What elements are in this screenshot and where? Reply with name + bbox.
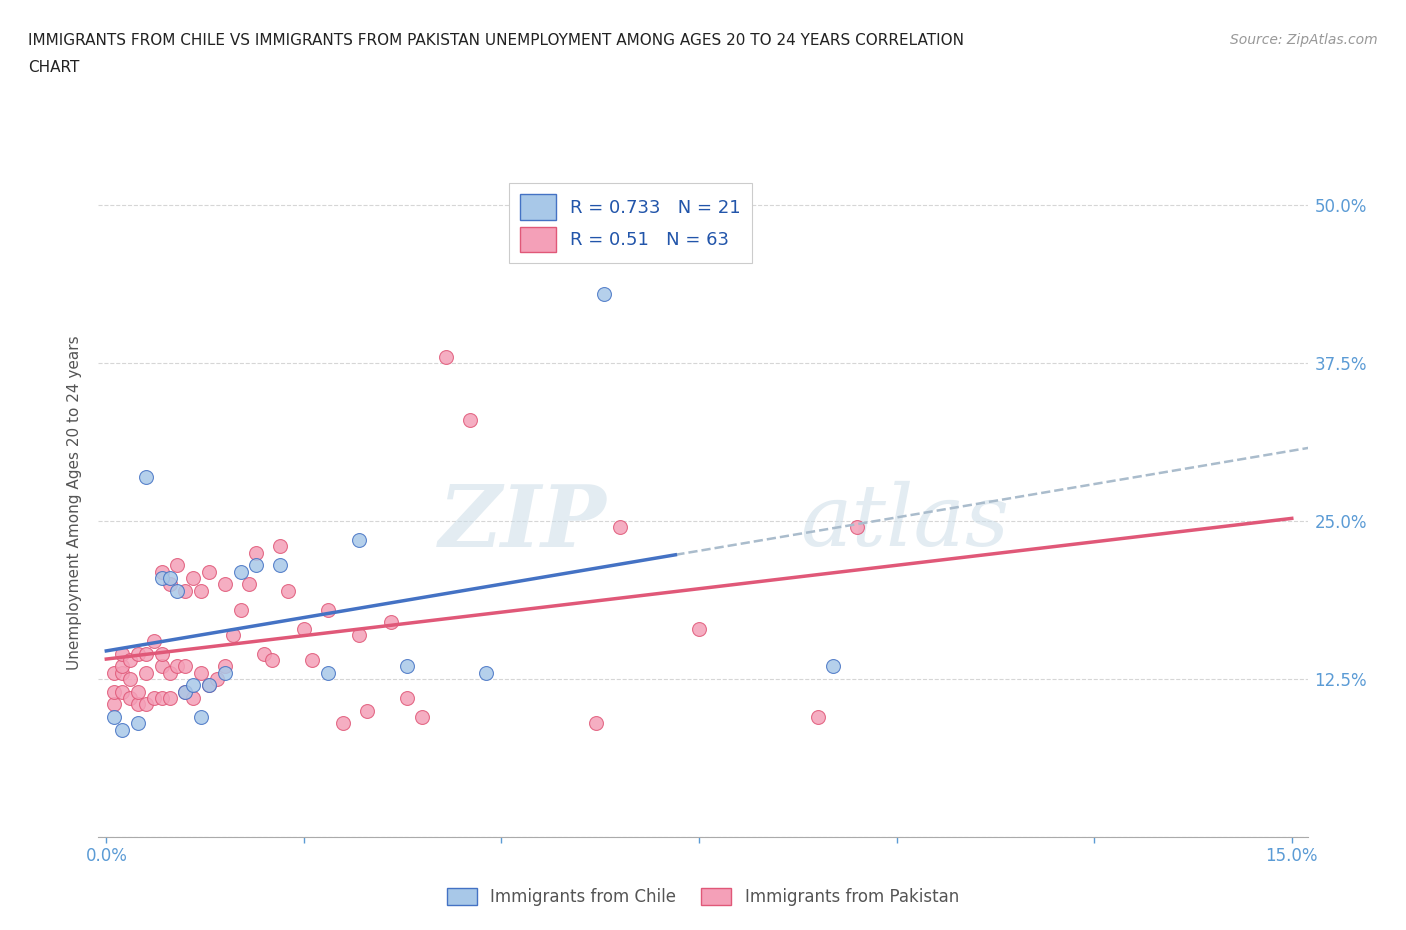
Point [316,665,339,680]
Point [198,678,221,693]
Point [159,577,181,591]
Point [277,583,299,598]
Point [111,646,134,661]
Point [198,565,221,579]
Point [229,565,252,579]
Point [434,350,457,365]
Point [474,665,496,680]
Point [245,545,267,560]
Point [356,703,378,718]
Legend: R = 0.733   N = 21, R = 0.51   N = 63: R = 0.733 N = 21, R = 0.51 N = 63 [509,183,752,263]
Point [269,558,291,573]
Point [181,678,204,693]
Point [807,710,830,724]
Point [458,413,481,428]
Point [159,665,181,680]
Point [214,665,236,680]
Point [174,583,197,598]
Point [846,520,869,535]
Point [222,628,245,643]
Point [593,286,616,301]
Point [181,571,204,586]
Point [111,684,134,699]
Text: CHART: CHART [28,60,80,75]
Point [150,691,173,706]
Point [174,684,197,699]
Point [609,520,631,535]
Text: Source: ZipAtlas.com: Source: ZipAtlas.com [1230,33,1378,46]
Point [118,653,141,668]
Point [150,659,173,674]
Point [411,710,433,724]
Point [238,577,260,591]
Point [159,691,181,706]
Point [380,615,402,630]
Point [127,697,149,711]
Point [166,558,188,573]
Point [150,565,173,579]
Point [166,583,188,598]
Point [159,571,181,586]
Point [269,539,291,554]
Point [103,697,125,711]
Point [127,646,149,661]
Point [111,659,134,674]
Point [229,602,252,617]
Point [395,691,418,706]
Point [135,665,157,680]
Point [190,583,212,598]
Point [174,684,197,699]
Point [135,470,157,485]
Point [316,602,339,617]
Point [111,665,134,680]
Text: ZIP: ZIP [439,481,606,564]
Point [292,621,315,636]
Point [181,691,204,706]
Point [190,710,212,724]
Point [166,659,188,674]
Point [198,678,221,693]
Point [214,577,236,591]
Point [214,659,236,674]
Point [103,684,125,699]
Point [142,691,165,706]
Text: atlas: atlas [800,481,1010,564]
Point [585,716,607,731]
Point [118,691,141,706]
Point [118,671,141,686]
Point [332,716,354,731]
Legend: Immigrants from Chile, Immigrants from Pakistan: Immigrants from Chile, Immigrants from P… [440,881,966,912]
Point [103,665,125,680]
Point [347,628,370,643]
Point [347,533,370,548]
Point [190,665,212,680]
Point [103,710,125,724]
Point [142,633,165,648]
Point [150,646,173,661]
Point [174,659,197,674]
Point [301,653,323,668]
Y-axis label: Unemployment Among Ages 20 to 24 years: Unemployment Among Ages 20 to 24 years [67,335,83,670]
Point [111,723,134,737]
Point [127,716,149,731]
Point [823,659,845,674]
Point [135,646,157,661]
Point [262,653,284,668]
Point [135,697,157,711]
Point [395,659,418,674]
Point [205,671,228,686]
Point [253,646,276,661]
Text: IMMIGRANTS FROM CHILE VS IMMIGRANTS FROM PAKISTAN UNEMPLOYMENT AMONG AGES 20 TO : IMMIGRANTS FROM CHILE VS IMMIGRANTS FROM… [28,33,965,47]
Point [688,621,710,636]
Point [245,558,267,573]
Point [127,684,149,699]
Point [150,571,173,586]
